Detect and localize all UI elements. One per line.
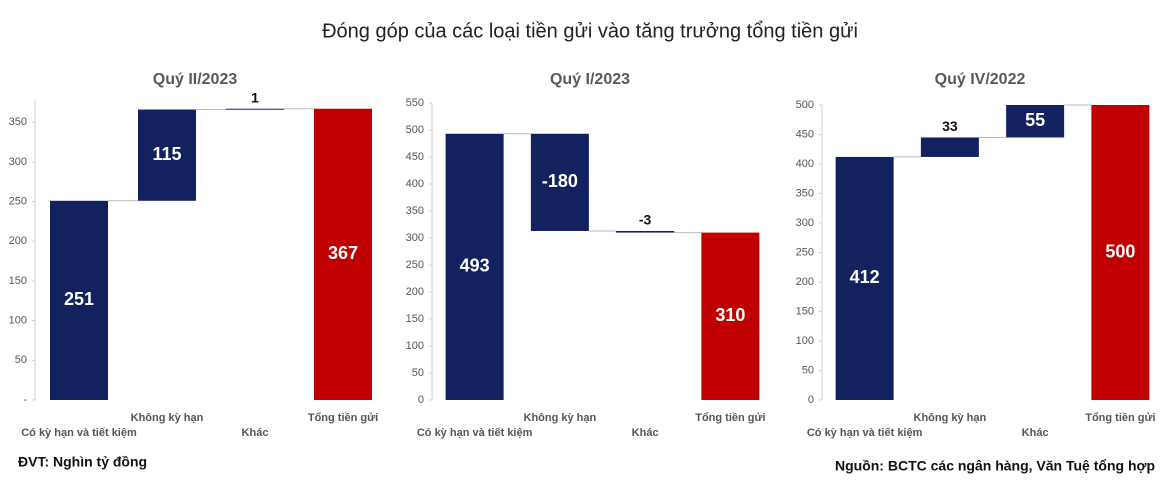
y-tick-label: 100: [796, 335, 814, 347]
data-label: 500: [1105, 241, 1135, 261]
chart-subtitle: Quý II/2023: [153, 71, 238, 88]
x-tick-label: Có kỳ hạn và tiết kiệm: [21, 427, 137, 439]
y-tick-label: 0: [418, 394, 424, 406]
bar: [835, 156, 894, 400]
chart-subtitle: Quý I/2023: [550, 71, 630, 88]
bar: [530, 133, 589, 231]
x-tick-label: Không kỳ hạn: [914, 412, 987, 424]
y-tick-label: 0: [808, 394, 814, 406]
y-tick-label: 200: [796, 276, 814, 288]
bar: [138, 109, 196, 201]
y-tick-label: 400: [406, 178, 424, 190]
y-tick-label: 200: [406, 286, 424, 298]
source-note: Nguồn: BCTC các ngân hàng, Văn Tuệ tổng …: [835, 458, 1155, 474]
bar: [50, 200, 108, 400]
bar: [701, 232, 760, 400]
y-tick-label: 300: [796, 217, 814, 229]
bar: [1006, 105, 1065, 138]
bar: [1091, 105, 1150, 400]
chart-title: Đóng góp của các loại tiền gửi vào tăng …: [322, 20, 858, 42]
x-tick-label: Khác: [242, 427, 269, 439]
chart-subtitle: Quý IV/2022: [935, 71, 1026, 88]
y-tick-label: 100: [406, 340, 424, 352]
y-tick-label: 350: [9, 116, 27, 128]
y-tick-label: 50: [802, 364, 814, 376]
x-tick-label: Có kỳ hạn và tiết kiệm: [417, 427, 533, 439]
y-tick-label: 550: [406, 97, 424, 109]
y-tick-label: 250: [406, 259, 424, 271]
y-tick-label: 300: [9, 156, 27, 168]
y-tick-label: 300: [406, 232, 424, 244]
data-label: 55: [1025, 110, 1045, 130]
y-tick-label: -: [23, 394, 27, 406]
x-tick-label: Tổng tiền gửi: [308, 412, 378, 424]
data-label: 493: [460, 256, 490, 276]
y-tick-label: 500: [406, 124, 424, 136]
bar: [445, 133, 504, 400]
y-tick-label: 450: [796, 128, 814, 140]
data-label: 33: [942, 118, 958, 134]
y-tick-label: 150: [9, 275, 27, 287]
x-tick-label: Khác: [632, 427, 659, 439]
y-tick-label: 400: [796, 158, 814, 170]
bar: [226, 108, 284, 110]
data-label: 115: [152, 144, 181, 164]
bar: [314, 108, 372, 400]
data-label: 1: [251, 89, 259, 105]
x-tick-label: Không kỳ hạn: [524, 412, 597, 424]
y-tick-label: 250: [796, 246, 814, 258]
unit-note: ĐVT: Nghìn tỷ đồng: [18, 454, 147, 470]
y-tick-label: 150: [406, 313, 424, 325]
y-tick-label: 200: [9, 235, 27, 247]
y-tick-label: 100: [9, 315, 27, 327]
y-tick-label: 450: [406, 151, 424, 163]
y-tick-label: 350: [406, 205, 424, 217]
data-label: 310: [715, 305, 745, 325]
data-label: 367: [328, 243, 358, 263]
data-label: -180: [542, 171, 578, 191]
y-tick-label: 500: [796, 99, 814, 111]
x-tick-label: Có kỳ hạn và tiết kiệm: [807, 427, 923, 439]
bar: [616, 230, 675, 233]
x-tick-label: Tổng tiền gửi: [1085, 412, 1155, 424]
data-label: 251: [64, 289, 94, 309]
y-tick-label: 50: [412, 367, 424, 379]
y-tick-label: 150: [796, 305, 814, 317]
data-label: -3: [639, 212, 652, 228]
y-tick-label: 350: [796, 187, 814, 199]
x-tick-label: Khác: [1022, 427, 1049, 439]
data-label: 412: [850, 267, 880, 287]
bar: [920, 137, 979, 157]
x-tick-label: Tổng tiền gửi: [695, 412, 765, 424]
x-tick-label: Không kỳ hạn: [131, 412, 204, 424]
y-tick-label: 250: [9, 195, 27, 207]
y-tick-label: 50: [15, 354, 27, 366]
